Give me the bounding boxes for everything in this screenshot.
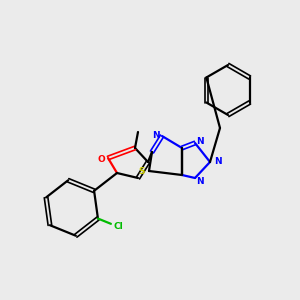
Text: N: N [214, 158, 222, 166]
Text: S: S [139, 167, 145, 176]
Text: N: N [152, 131, 160, 140]
Text: N: N [196, 176, 204, 185]
Text: Cl: Cl [113, 222, 123, 231]
Text: O: O [97, 154, 105, 164]
Text: N: N [196, 136, 204, 146]
